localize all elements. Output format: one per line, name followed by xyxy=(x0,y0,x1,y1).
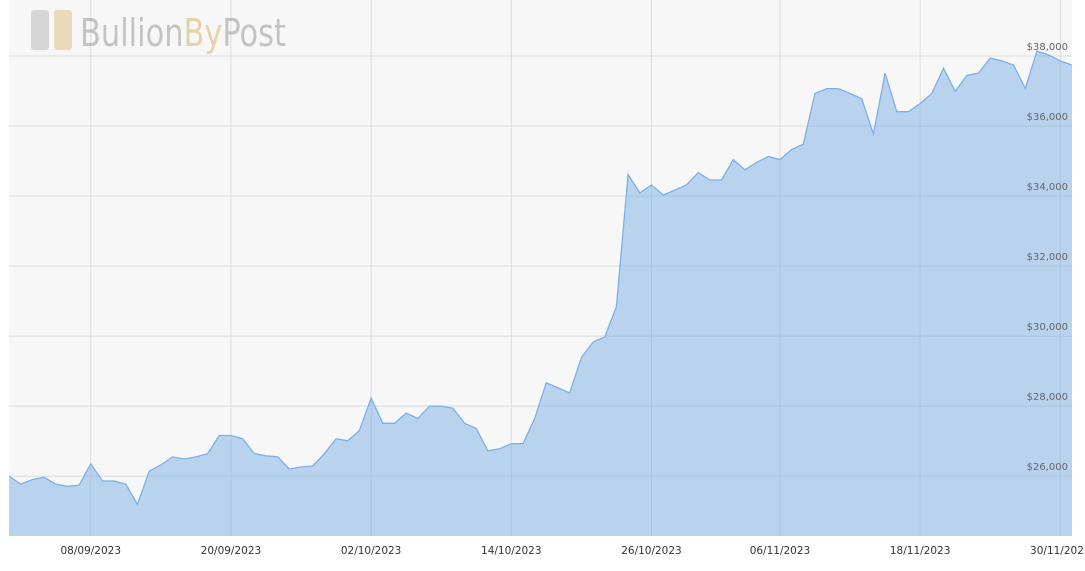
x-tick-label: 26/10/2023 xyxy=(621,545,682,557)
y-tick-label: $32,000 xyxy=(1027,252,1068,263)
y-tick-label: $28,000 xyxy=(1027,392,1068,403)
y-tick-label: $36,000 xyxy=(1027,112,1068,123)
marks xyxy=(8,50,1073,536)
logo-part: Bullion xyxy=(80,11,184,55)
area xyxy=(9,51,1072,536)
x-tick-label: 06/11/2023 xyxy=(750,545,811,557)
x-tick-label: 14/10/2023 xyxy=(481,545,542,557)
y-tick-label: $38,000 xyxy=(1027,42,1068,53)
y-tick-label: $30,000 xyxy=(1027,322,1068,333)
logo-icon xyxy=(31,10,49,50)
x-tick-label: 30/11/2023 xyxy=(1030,545,1085,557)
x-tick-label: 02/10/2023 xyxy=(341,545,402,557)
logo-part: By xyxy=(184,11,223,55)
logo-part: Post xyxy=(222,11,286,55)
x-tick-label: 18/11/2023 xyxy=(890,545,951,557)
logo-text: BullionByPost xyxy=(80,11,286,55)
line xyxy=(8,50,1073,507)
logo-icon xyxy=(54,10,72,50)
y-tick-label: $26,000 xyxy=(1027,462,1068,473)
labels: $26,000 $28,000 $30,000 $32,000 $34,000 $36,0… xyxy=(61,42,1085,557)
x-tick-label: 08/09/2023 xyxy=(61,545,122,557)
x-tick-label: 20/09/2023 xyxy=(201,545,262,557)
logo: BullionByPost xyxy=(31,10,286,55)
y-tick-label: $34,000 xyxy=(1027,182,1068,193)
